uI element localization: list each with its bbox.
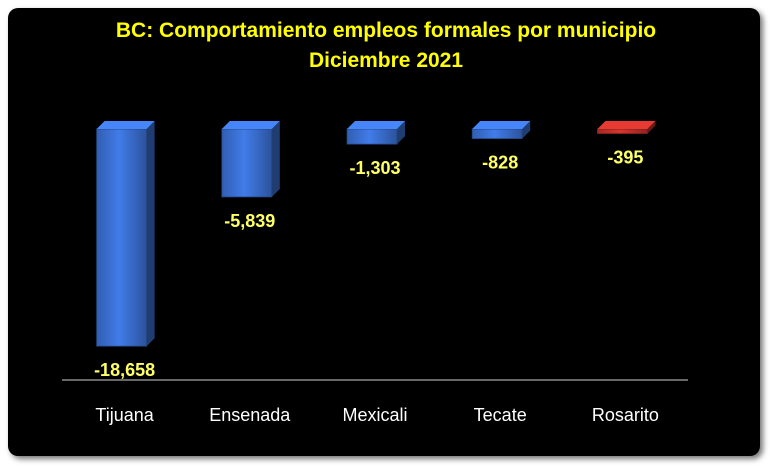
chart-subtitle: Diciembre 2021 bbox=[308, 49, 464, 72]
category-label: Ensenada bbox=[209, 405, 291, 425]
category-label: Tecate bbox=[474, 405, 527, 425]
data-label: -395 bbox=[607, 148, 643, 168]
bar-front bbox=[96, 128, 147, 347]
bar-front bbox=[346, 128, 398, 145]
bar-mexicali bbox=[346, 121, 405, 145]
bar-ensenada bbox=[221, 121, 280, 198]
bar-top bbox=[597, 121, 656, 129]
bar-top bbox=[472, 121, 531, 129]
bar-front bbox=[221, 128, 273, 198]
bar-top bbox=[347, 121, 405, 129]
data-label: -5,839 bbox=[224, 211, 275, 231]
bar-side bbox=[522, 121, 531, 139]
bar-side bbox=[397, 121, 405, 145]
category-label: Rosarito bbox=[592, 405, 659, 425]
data-label: -828 bbox=[482, 153, 518, 173]
bar-top bbox=[221, 121, 280, 129]
bar-rosarito bbox=[597, 121, 656, 134]
bar-side bbox=[146, 121, 155, 347]
chart-title: BC: Comportamiento empleos formales por … bbox=[0, 16, 772, 76]
bar-side bbox=[271, 121, 280, 197]
bar-tijuana bbox=[96, 121, 155, 347]
bar-tecate bbox=[471, 121, 531, 140]
bar-front bbox=[471, 128, 523, 140]
chart-title-line1: BC: Comportamiento empleos formales por … bbox=[115, 19, 657, 42]
category-label: Mexicali bbox=[342, 405, 407, 425]
bar-side bbox=[647, 121, 656, 134]
bar-top bbox=[96, 121, 155, 129]
bar-front bbox=[597, 128, 648, 134]
data-label: -18,658 bbox=[94, 360, 155, 380]
data-label: -1,303 bbox=[349, 158, 400, 178]
category-label: Tijuana bbox=[95, 405, 154, 425]
